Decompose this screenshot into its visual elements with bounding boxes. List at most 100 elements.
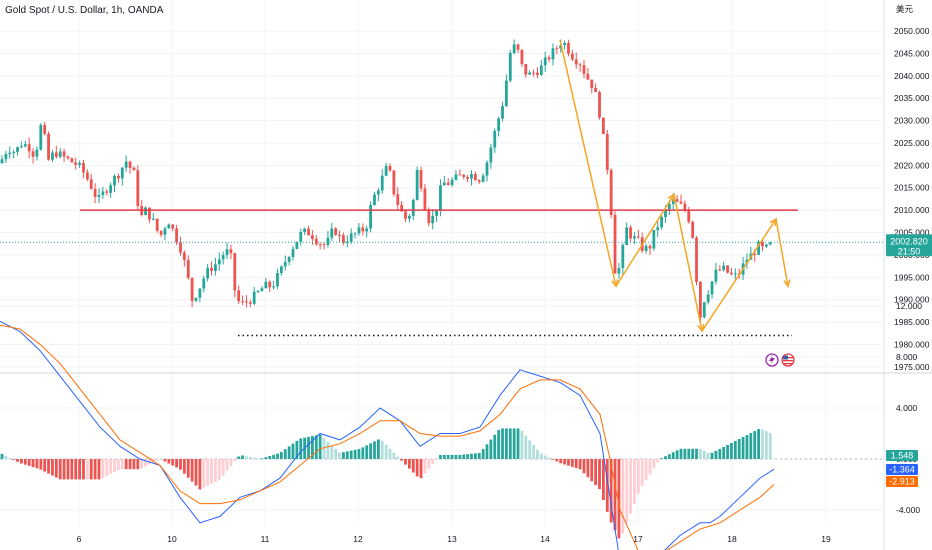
macd-histogram-bar bbox=[85, 459, 89, 480]
candle-body bbox=[12, 151, 16, 153]
candle-body bbox=[353, 233, 357, 235]
candle-body bbox=[54, 152, 58, 157]
candle-body bbox=[687, 209, 691, 222]
macd-histogram-bar bbox=[640, 459, 644, 487]
macd-histogram-bar bbox=[47, 459, 50, 474]
price-axis[interactable]: 2050.000 2045.000 2040.000 2035.000 2030.000… bbox=[886, 26, 932, 372]
candle-body bbox=[636, 236, 640, 238]
macd-histogram-bar bbox=[396, 456, 400, 459]
macd-histogram-bar bbox=[272, 454, 275, 459]
candle-body bbox=[392, 170, 396, 195]
macd-histogram-bar bbox=[380, 440, 384, 459]
candle-body bbox=[283, 261, 287, 267]
candle-body bbox=[272, 286, 275, 288]
candle-body bbox=[322, 244, 326, 246]
trend-arrow-line[interactable] bbox=[615, 194, 675, 287]
macd-histogram-bar bbox=[613, 459, 617, 531]
macd-histogram-bar bbox=[768, 432, 772, 459]
macd-histogram-bar bbox=[442, 454, 446, 459]
candle-body bbox=[671, 199, 675, 205]
macd-histogram-bar bbox=[551, 459, 555, 460]
price-tick-label: 2035.000 bbox=[894, 93, 930, 103]
candle-body bbox=[745, 259, 749, 264]
macd-histogram-bar bbox=[633, 459, 636, 504]
time-tick-label: 17 bbox=[633, 534, 643, 544]
candle-body bbox=[408, 215, 411, 219]
macd-histogram-bar bbox=[179, 459, 182, 470]
trend-arrow-line[interactable] bbox=[673, 194, 703, 332]
price-tick-label: 2025.000 bbox=[894, 138, 930, 148]
macd-histogram-bar bbox=[621, 459, 625, 534]
candle-body bbox=[182, 252, 186, 260]
macd-histogram-bar bbox=[582, 459, 586, 474]
candle-body bbox=[536, 72, 539, 75]
candle-body bbox=[217, 259, 221, 265]
candle-body bbox=[563, 42, 566, 46]
macd-histogram-bar bbox=[501, 428, 504, 459]
time-tick-label: 19 bbox=[821, 534, 831, 544]
candle-body bbox=[485, 162, 489, 176]
macd-histogram-bar bbox=[8, 457, 12, 459]
macd-histogram-bar bbox=[446, 454, 450, 459]
macd-histogram-bar bbox=[454, 454, 458, 459]
macd-histogram-bar bbox=[89, 459, 93, 480]
macd-histogram-bar bbox=[124, 459, 128, 470]
time-tick-label: 14 bbox=[540, 534, 550, 544]
macd-tick-label: 4.000 bbox=[896, 403, 918, 413]
macd-histogram-bar bbox=[210, 459, 213, 484]
macd-axis[interactable]: 12.0008.0004.0000.000-4.000-8.0001.548-1… bbox=[886, 301, 922, 550]
candle-body bbox=[605, 134, 609, 171]
candle-body bbox=[660, 217, 663, 228]
macd-histogram-bar bbox=[31, 459, 35, 468]
trend-arrow-line[interactable] bbox=[775, 218, 789, 287]
candle-body bbox=[210, 267, 213, 271]
macd-histogram-bar bbox=[287, 446, 291, 459]
candle-body bbox=[691, 221, 695, 238]
candle-body bbox=[291, 248, 295, 258]
macd-histogram-bar bbox=[330, 445, 334, 459]
candle-body bbox=[683, 203, 687, 210]
trend-arrow-line[interactable] bbox=[701, 218, 777, 332]
macd-histogram-bar bbox=[120, 459, 124, 470]
macd-histogram-bar bbox=[326, 441, 330, 459]
macd-histogram-bar bbox=[450, 454, 454, 459]
signal-value-badge bbox=[886, 464, 918, 475]
macd-histogram-bar bbox=[237, 456, 241, 459]
candle-body bbox=[66, 156, 70, 159]
macd-histogram-bar bbox=[0, 453, 4, 459]
trend-arrow-line[interactable] bbox=[559, 39, 617, 287]
macd-histogram-bar bbox=[508, 428, 512, 459]
macd-histogram-bar bbox=[369, 443, 372, 459]
price-tick-label: 2050.000 bbox=[894, 26, 930, 36]
candle-body bbox=[58, 151, 62, 157]
candle-body bbox=[675, 199, 679, 202]
candle-body bbox=[342, 235, 345, 243]
us-flag-icon[interactable] bbox=[781, 353, 795, 367]
macd-histogram-bar bbox=[699, 449, 702, 459]
macd-histogram-bar bbox=[299, 438, 303, 459]
macd-histogram-bar bbox=[648, 459, 652, 475]
macd-histogram-bar bbox=[217, 459, 221, 480]
macd-histogram-bar bbox=[93, 459, 97, 480]
macd-histogram-bar bbox=[539, 453, 543, 459]
macd-histogram-bar bbox=[644, 459, 648, 481]
macd-line bbox=[0, 320, 775, 550]
signal-line bbox=[0, 324, 775, 550]
macd-histogram-bar bbox=[489, 439, 493, 459]
macd-histogram-bar bbox=[497, 430, 501, 459]
macd-histogram-bar bbox=[155, 459, 159, 461]
macd-histogram-bar bbox=[473, 453, 477, 459]
chart-title: Gold Spot / U.S. Dollar, 1h, OANDA bbox=[5, 5, 164, 16]
candle-body bbox=[159, 230, 163, 235]
candle-body bbox=[97, 195, 101, 197]
macd-histogram-bar bbox=[415, 459, 419, 477]
time-axis[interactable]: 6 10 11 12 13 14 17 18 19 bbox=[77, 534, 831, 544]
candle-body bbox=[233, 253, 237, 291]
macd-histogram-bar bbox=[505, 428, 508, 459]
candle-body bbox=[761, 241, 764, 247]
macd-histogram-bar bbox=[357, 449, 361, 459]
candle-body bbox=[31, 151, 35, 157]
macd-histogram-bar bbox=[462, 454, 466, 459]
lightning-icon[interactable] bbox=[765, 353, 779, 367]
